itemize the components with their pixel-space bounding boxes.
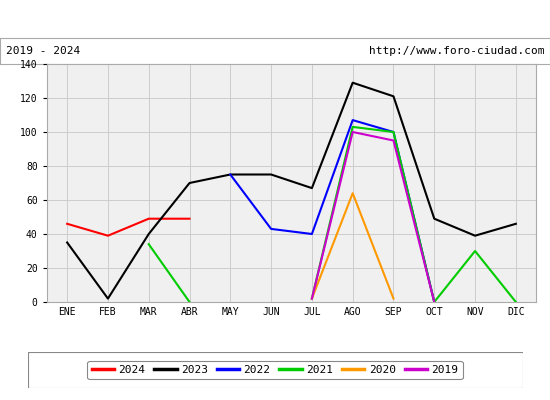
2023 [104,296,111,301]
2024 [64,222,70,226]
Text: http://www.foro-ciudad.com: http://www.foro-ciudad.com [369,46,544,56]
2023 [472,233,478,238]
2019 [431,300,438,304]
2020 [309,296,315,301]
Text: 2019 - 2024: 2019 - 2024 [6,46,80,56]
Line: 2020: 2020 [312,193,393,298]
2023 [513,222,519,226]
2024 [186,216,193,221]
2023 [227,172,234,177]
2023 [145,232,152,236]
2022 [227,172,234,177]
2022 [390,130,397,134]
Text: Evolucion Nº Turistas Extranjeros en el municipio de Sotoserrano: Evolucion Nº Turistas Extranjeros en el … [19,12,531,26]
2023 [390,94,397,99]
Legend: 2024, 2023, 2022, 2021, 2020, 2019: 2024, 2023, 2022, 2021, 2020, 2019 [87,360,463,380]
2023 [268,172,274,177]
2019 [309,296,315,301]
Line: 2024: 2024 [67,219,190,236]
2023 [431,216,438,221]
2020 [349,191,356,196]
2019 [390,138,397,143]
Line: 2019: 2019 [312,132,434,302]
2023 [349,80,356,85]
2023 [309,186,315,190]
Line: 2023: 2023 [67,83,516,298]
2022 [349,118,356,122]
Line: 2022: 2022 [230,120,434,302]
2023 [186,181,193,186]
2019 [349,130,356,134]
2024 [104,233,111,238]
2022 [309,232,315,236]
2024 [145,216,152,221]
2022 [431,300,438,304]
2020 [390,296,397,301]
2022 [268,226,274,231]
2023 [64,240,70,245]
